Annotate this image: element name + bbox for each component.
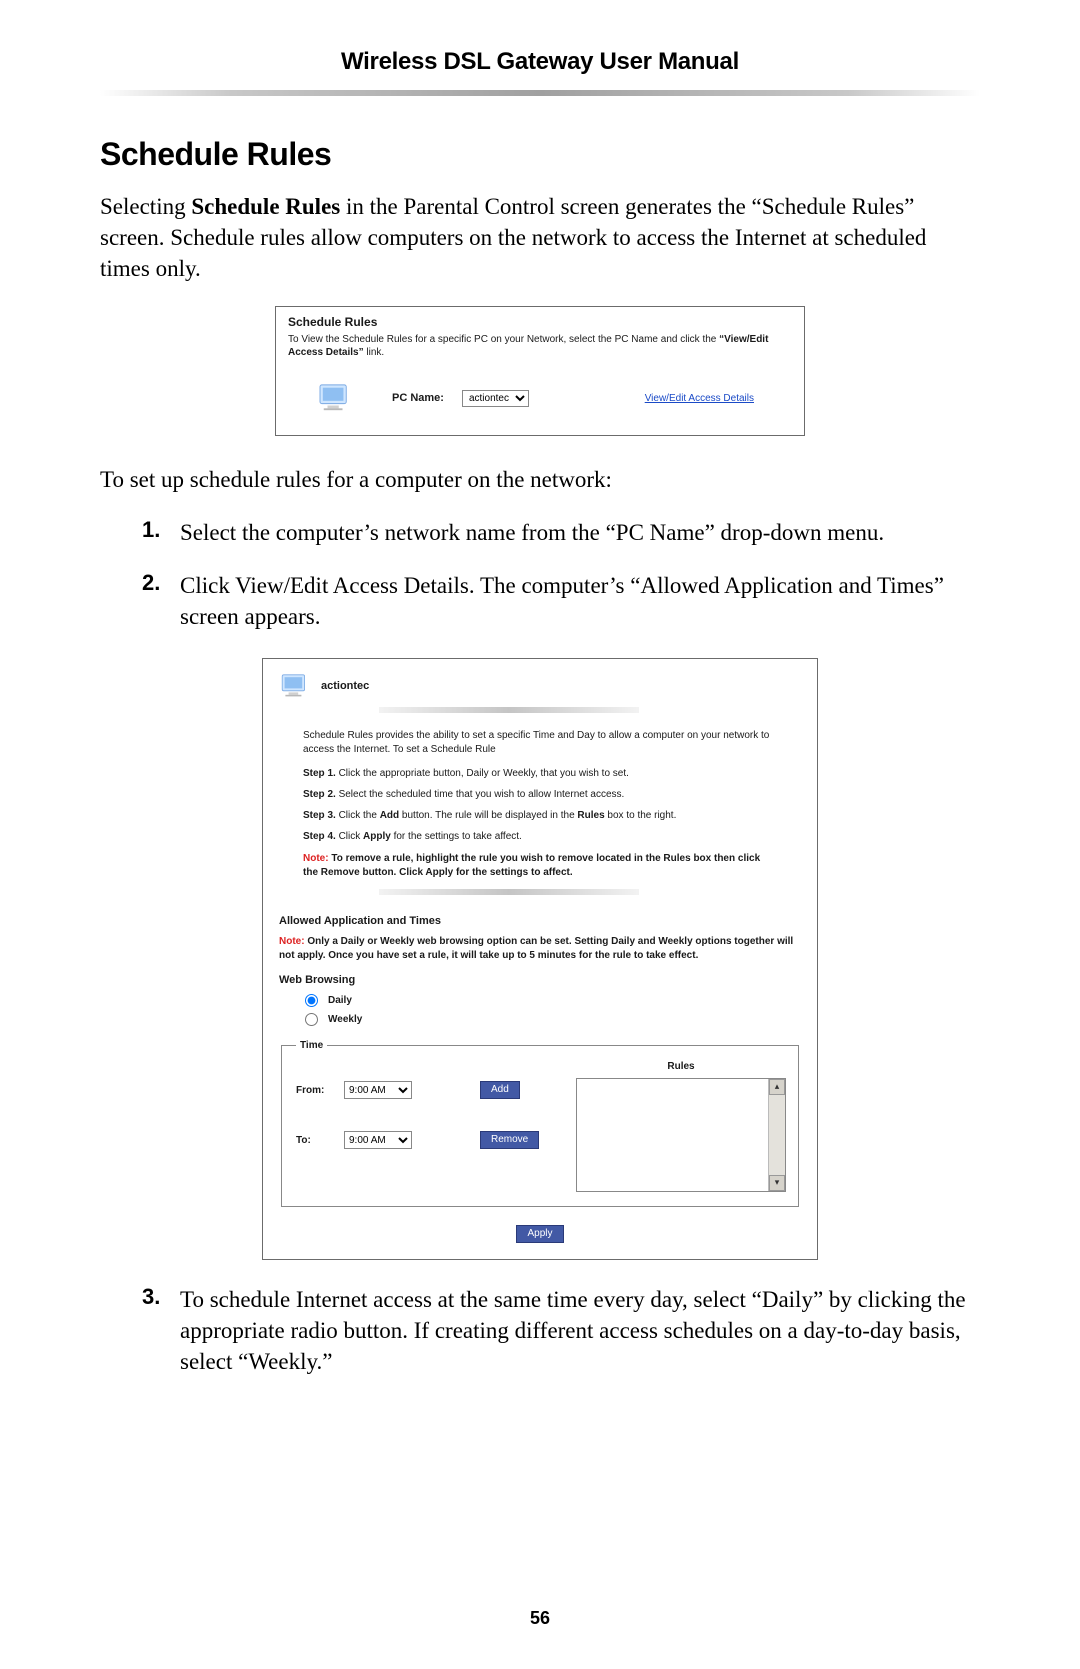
weekly-label: Weekly	[328, 1014, 362, 1025]
panel1-note: To View the Schedule Rules for a specifi…	[276, 333, 804, 365]
step1-b: Step 1.	[303, 768, 336, 779]
setup-line: To set up schedule rules for a computer …	[100, 464, 980, 495]
step3-b: Step 3.	[303, 810, 336, 821]
view-edit-access-details-link[interactable]: View/Edit Access Details	[645, 393, 754, 404]
step2-b: Step 2.	[303, 789, 336, 800]
rules-listbox[interactable]: ▴ ▾	[576, 1078, 786, 1192]
step-2-pre: Click	[180, 573, 235, 598]
step-2-bold: View/Edit Access Details	[235, 573, 469, 598]
daily-radio[interactable]	[305, 994, 318, 1007]
step-2-number: 2.	[142, 570, 166, 632]
intro-bold: Schedule Rules	[191, 194, 340, 219]
add-button[interactable]: Add	[480, 1081, 520, 1099]
web-browsing-label: Web Browsing	[279, 974, 801, 986]
allowed-app-subhead: Allowed Application and Times	[279, 915, 801, 927]
step4-post: for the settings to take affect.	[391, 831, 522, 842]
scroll-up-icon[interactable]: ▴	[769, 1079, 785, 1095]
section-heading: Schedule Rules	[100, 136, 980, 173]
weekly-radio[interactable]	[305, 1013, 318, 1026]
step4-pre: Click	[336, 831, 363, 842]
schedule-rules-panel: Schedule Rules To View the Schedule Rule…	[275, 306, 805, 436]
panel2-pcname: actiontec	[321, 680, 369, 692]
step-3-text: To schedule Internet access at the same …	[180, 1284, 980, 1377]
step-2-text: Click View/Edit Access Details. The comp…	[180, 570, 980, 632]
from-label: From:	[296, 1085, 336, 1096]
step3-pre: Click the	[336, 810, 380, 821]
panel2-step4: Step 4. Click Apply for the settings to …	[279, 831, 801, 842]
page-header: Wireless DSL Gateway User Manual	[100, 48, 980, 76]
to-time-select[interactable]: 9:00 AM	[344, 1131, 412, 1149]
to-label: To:	[296, 1135, 336, 1146]
step4-b: Step 4.	[303, 831, 336, 842]
monitor-icon	[316, 383, 354, 413]
rules-scrollbar[interactable]: ▴ ▾	[768, 1079, 785, 1191]
step2-t: Select the scheduled time that you wish …	[336, 789, 625, 800]
note-red: Note:	[303, 853, 329, 864]
panel1-note-p1: To View the Schedule Rules for a specifi…	[288, 334, 719, 345]
time-legend: Time	[296, 1040, 327, 1051]
step4-mid-b: Apply	[363, 831, 391, 842]
intro-p1: Selecting	[100, 194, 191, 219]
step3-post: box to the right.	[605, 810, 677, 821]
step1-t: Click the appropriate button, Daily or W…	[336, 768, 629, 779]
panel2-note2: Note: Only a Daily or Weekly web browsin…	[279, 935, 801, 962]
panel2-note: Note: To remove a rule, highlight the ru…	[279, 852, 801, 879]
page-number: 56	[0, 1608, 1080, 1629]
step-3-number: 3.	[142, 1284, 166, 1377]
time-fieldset: Time From: 9:00 AM Add To: 9:00 AM Remov…	[281, 1040, 799, 1207]
panel2-divider	[379, 707, 639, 713]
panel2-step1: Step 1. Click the appropriate button, Da…	[279, 768, 801, 779]
daily-label: Daily	[328, 995, 352, 1006]
from-time-select[interactable]: 9:00 AM	[344, 1081, 412, 1099]
panel2-step3: Step 3. Click the Add button. The rule w…	[279, 810, 801, 821]
panel1-title: Schedule Rules	[276, 307, 804, 333]
scroll-down-icon[interactable]: ▾	[769, 1175, 785, 1191]
header-divider	[100, 90, 980, 96]
note2-red: Note:	[279, 936, 305, 947]
note-text: To remove a rule, highlight the rule you…	[303, 853, 760, 878]
apply-button[interactable]: Apply	[516, 1225, 563, 1243]
panel2-step2: Step 2. Select the scheduled time that y…	[279, 789, 801, 800]
note2-text: Only a Daily or Weekly web browsing opti…	[279, 936, 793, 961]
step3-mid-b: Add	[380, 810, 399, 821]
intro-paragraph: Selecting Schedule Rules in the Parental…	[100, 191, 980, 284]
remove-button[interactable]: Remove	[480, 1131, 539, 1149]
step3-mid-b2: Rules	[577, 810, 604, 821]
step-1-number: 1.	[142, 517, 166, 548]
pc-name-label: PC Name:	[392, 392, 444, 404]
step-1-text: Select the computer’s network name from …	[180, 517, 980, 548]
panel1-note-p2: link.	[364, 347, 385, 358]
allowed-application-panel: actiontec Schedule Rules provides the ab…	[262, 658, 818, 1260]
panel2-description: Schedule Rules provides the ability to s…	[279, 729, 801, 756]
panel2-divider2	[379, 889, 639, 895]
monitor-icon	[279, 673, 311, 699]
rules-label: Rules	[576, 1061, 786, 1072]
pc-name-select[interactable]: actiontec	[462, 390, 529, 407]
step3-mid: button. The rule will be displayed in th…	[399, 810, 577, 821]
